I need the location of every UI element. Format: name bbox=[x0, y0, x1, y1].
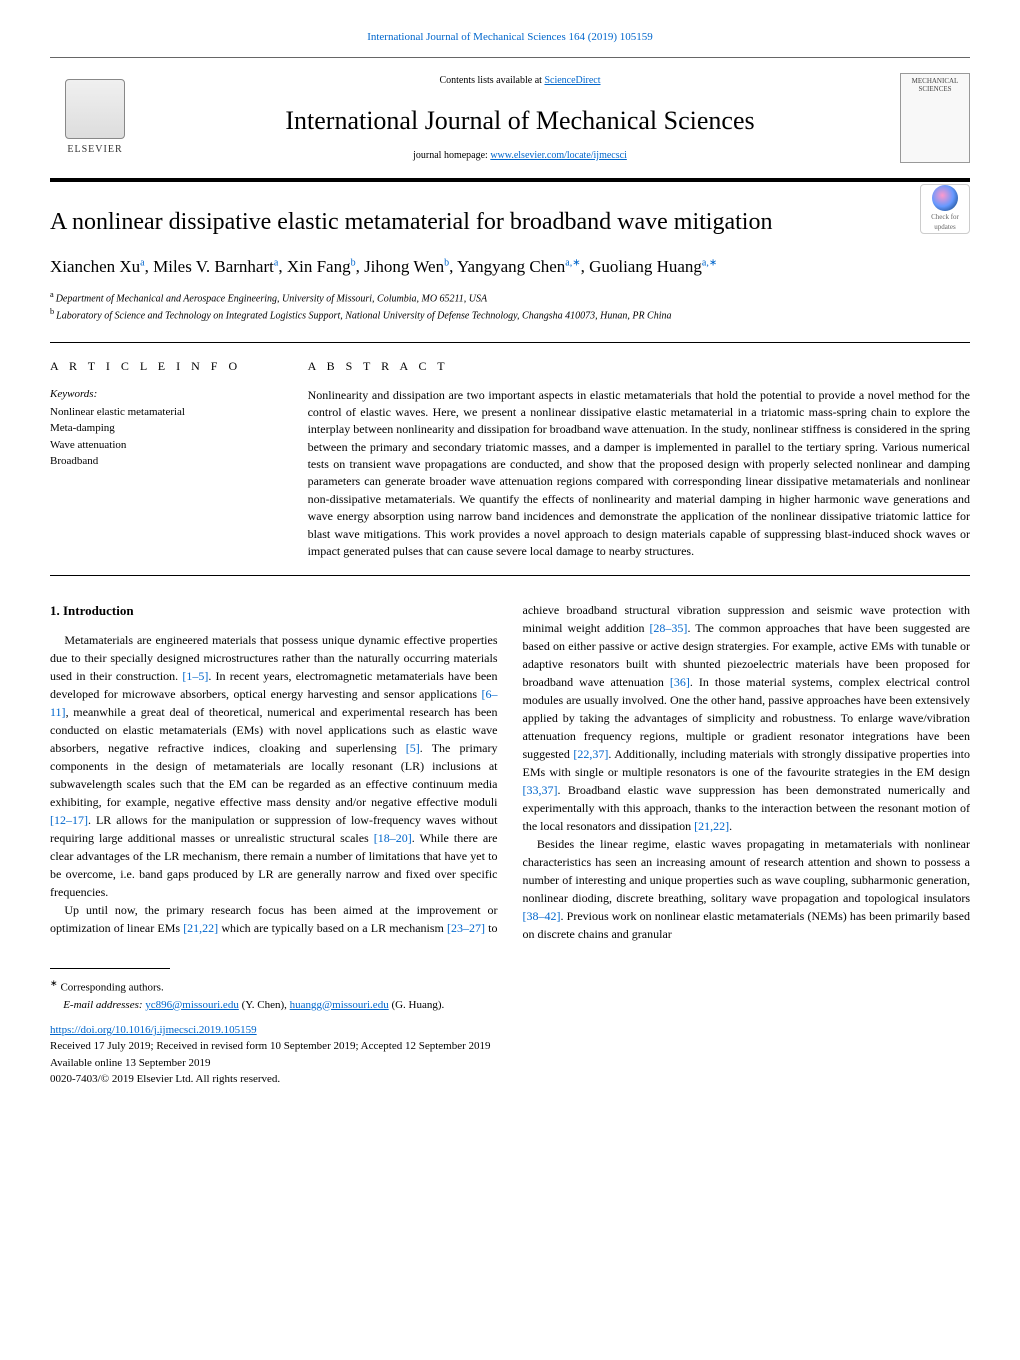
available-online: Available online 13 September 2019 bbox=[50, 1055, 970, 1072]
abstract: A B S T R A C T Nonlinearity and dissipa… bbox=[308, 343, 970, 576]
footer-separator bbox=[50, 968, 170, 969]
sciencedirect-link[interactable]: ScienceDirect bbox=[544, 75, 600, 86]
body-paragraph: Metamaterials are engineered materials t… bbox=[50, 631, 498, 901]
journal-homepage-line: journal homepage: www.elsevier.com/locat… bbox=[140, 149, 900, 163]
body-paragraph: Besides the linear regime, elastic waves… bbox=[523, 835, 971, 943]
article-info: A R T I C L E I N F O Keywords: Nonlinea… bbox=[50, 343, 308, 576]
cover-masthead: MECHANICAL SCIENCES bbox=[905, 78, 965, 93]
copyright: 0020-7403/© 2019 Elsevier Ltd. All right… bbox=[50, 1071, 970, 1088]
corresponding-note: ∗ Corresponding authors. bbox=[50, 977, 970, 996]
main-body: 1. Introduction Metamaterials are engine… bbox=[50, 601, 970, 943]
email-name-1: (Y. Chen), bbox=[239, 999, 290, 1011]
doi-link[interactable]: https://doi.org/10.1016/j.ijmecsci.2019.… bbox=[50, 1024, 257, 1036]
article-title: A nonlinear dissipative elastic metamate… bbox=[50, 207, 970, 238]
section-1-heading: 1. Introduction bbox=[50, 601, 498, 621]
keyword: Nonlinear elastic metamaterial bbox=[50, 404, 293, 421]
elsevier-logo: ELSEVIER bbox=[50, 68, 140, 168]
corresponding-label: Corresponding authors. bbox=[60, 982, 163, 994]
abstract-text: Nonlinearity and dissipation are two imp… bbox=[308, 387, 970, 561]
journal-cover-thumbnail: MECHANICAL SCIENCES bbox=[900, 73, 970, 163]
history-dates: Received 17 July 2019; Received in revis… bbox=[50, 1038, 970, 1055]
journal-header-center: Contents lists available at ScienceDirec… bbox=[140, 74, 900, 163]
publisher-name: ELSEVIER bbox=[67, 143, 122, 157]
article-info-label: A R T I C L E I N F O bbox=[50, 358, 293, 375]
info-abstract-block: A R T I C L E I N F O Keywords: Nonlinea… bbox=[50, 342, 970, 577]
affiliation-b: Laboratory of Science and Technology on … bbox=[56, 311, 671, 322]
email-label: E-mail addresses: bbox=[63, 999, 145, 1011]
crossmark-icon bbox=[932, 185, 958, 211]
homepage-prefix: journal homepage: bbox=[413, 150, 490, 161]
abstract-label: A B S T R A C T bbox=[308, 358, 970, 375]
keywords-label: Keywords: bbox=[50, 387, 293, 402]
journal-header: ELSEVIER Contents lists available at Sci… bbox=[50, 57, 970, 182]
journal-reference: International Journal of Mechanical Scie… bbox=[50, 30, 970, 45]
keyword: Meta-damping bbox=[50, 420, 293, 437]
elsevier-tree-icon bbox=[65, 79, 125, 139]
contents-list-line: Contents lists available at ScienceDirec… bbox=[140, 74, 900, 88]
email-link-1[interactable]: yc896@missouri.edu bbox=[145, 999, 239, 1011]
contents-prefix: Contents lists available at bbox=[439, 75, 544, 86]
doi-line: https://doi.org/10.1016/j.ijmecsci.2019.… bbox=[50, 1023, 970, 1038]
keyword: Wave attenuation bbox=[50, 437, 293, 454]
journal-title: International Journal of Mechanical Scie… bbox=[140, 103, 900, 139]
check-updates-badge[interactable]: Check for updates bbox=[920, 184, 970, 234]
author-list: Xianchen Xua, Miles V. Barnharta, Xin Fa… bbox=[50, 254, 970, 280]
email-line: E-mail addresses: yc896@missouri.edu (Y.… bbox=[50, 997, 970, 1014]
homepage-link[interactable]: www.elsevier.com/locate/ijmecsci bbox=[490, 150, 627, 161]
email-name-2: (G. Huang). bbox=[389, 999, 445, 1011]
check-updates-label: Check for updates bbox=[921, 213, 969, 233]
keyword: Broadband bbox=[50, 453, 293, 470]
affiliations: aDepartment of Mechanical and Aerospace … bbox=[50, 289, 970, 324]
keywords-list: Nonlinear elastic metamaterial Meta-damp… bbox=[50, 404, 293, 470]
email-link-2[interactable]: huangg@missouri.edu bbox=[290, 999, 389, 1011]
affiliation-a: Department of Mechanical and Aerospace E… bbox=[56, 293, 487, 304]
footer: ∗ Corresponding authors. E-mail addresse… bbox=[50, 977, 970, 1013]
article-history: Received 17 July 2019; Received in revis… bbox=[50, 1038, 970, 1088]
